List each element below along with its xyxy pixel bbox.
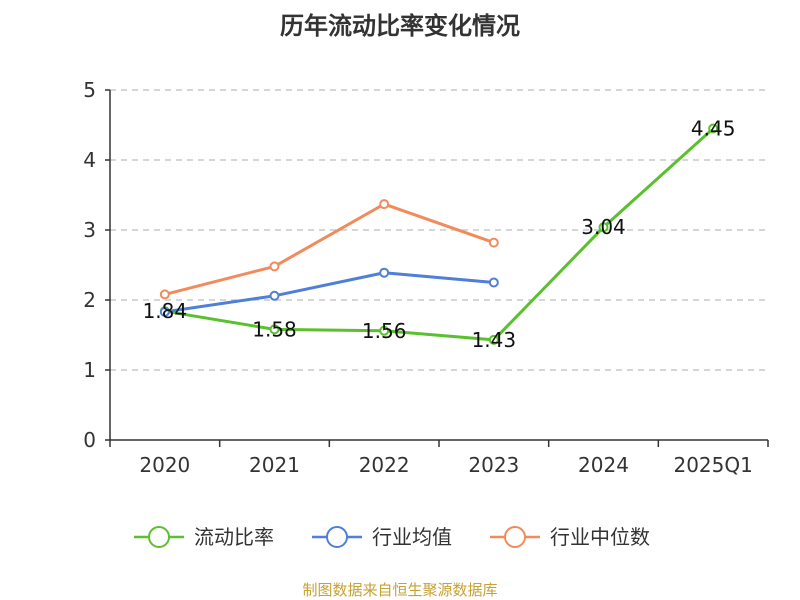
data-label: 1.84 xyxy=(143,299,188,323)
legend-item-0[interactable]: 流动比率 xyxy=(134,525,274,549)
x-tick-label: 2023 xyxy=(468,453,519,477)
legend-label: 行业均值 xyxy=(372,525,452,549)
series-2-point xyxy=(271,262,279,270)
y-tick-label: 5 xyxy=(83,78,96,102)
y-tick-label: 2 xyxy=(83,288,96,312)
grid xyxy=(110,90,768,370)
series-1-point xyxy=(380,269,388,277)
series-line-1 xyxy=(165,273,494,312)
y-tick-label: 1 xyxy=(83,358,96,382)
legend: 流动比率 行业均值 行业中位数 xyxy=(134,525,650,549)
series-2-point xyxy=(490,239,498,247)
data-label: 1.43 xyxy=(472,328,517,352)
legend-item-2[interactable]: 行业中位数 xyxy=(490,525,650,549)
x-tick-label: 2024 xyxy=(578,453,629,477)
series-layer xyxy=(161,125,717,344)
y-tick-label: 0 xyxy=(83,428,96,452)
x-tick-label: 2020 xyxy=(139,453,190,477)
source-note: 制图数据来自恒生聚源数据库 xyxy=(302,581,497,599)
y-tick-label: 4 xyxy=(83,148,96,172)
data-label: 1.58 xyxy=(252,317,297,341)
legend-label: 行业中位数 xyxy=(550,525,650,549)
x-tick-label: 2025Q1 xyxy=(673,453,752,477)
series-1-point xyxy=(271,292,279,300)
legend-marker xyxy=(327,527,347,547)
legend-item-1[interactable]: 行业均值 xyxy=(312,525,452,549)
data-label: 1.56 xyxy=(362,319,407,343)
series-2-point xyxy=(161,290,169,298)
legend-marker xyxy=(505,527,525,547)
data-label: 3.04 xyxy=(581,215,626,239)
series-2-point xyxy=(380,200,388,208)
legend-label: 流动比率 xyxy=(194,525,274,549)
chart-title: 历年流动比率变化情况 xyxy=(280,12,520,40)
data-label: 4.45 xyxy=(691,117,736,141)
data-labels: 1.84 1.58 1.56 1.43 3.04 4.45 xyxy=(143,117,736,352)
chart: 历年流动比率变化情况 0 1 2 3 4 5 2020 2021 2022 2023 2024 202… xyxy=(0,0,800,600)
series-1-point xyxy=(490,279,498,287)
legend-marker xyxy=(149,527,169,547)
y-tick-label: 3 xyxy=(83,218,96,242)
series-line-2 xyxy=(165,204,494,294)
x-tick-label: 2021 xyxy=(249,453,300,477)
x-tick-label: 2022 xyxy=(359,453,410,477)
